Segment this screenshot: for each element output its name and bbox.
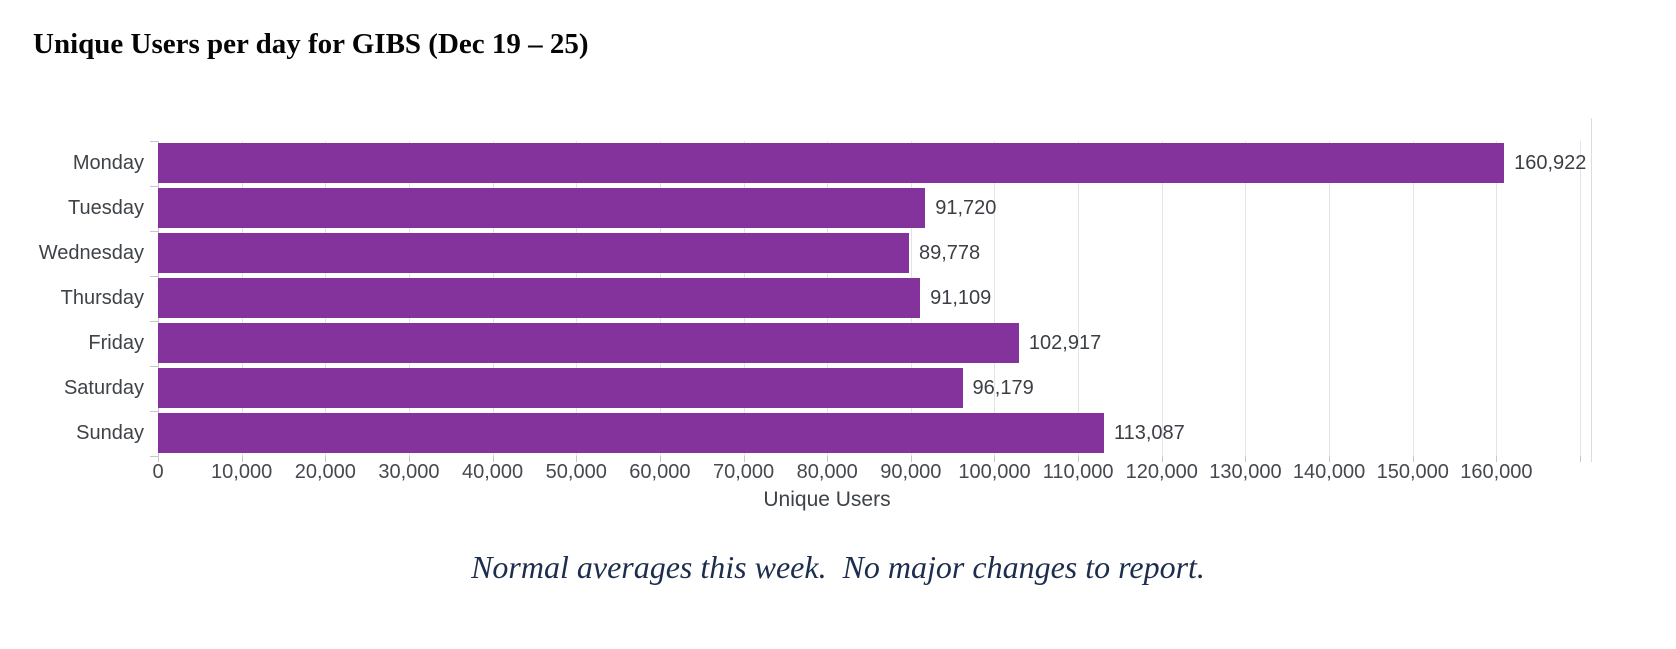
x-axis-tick <box>576 456 578 462</box>
x-axis-tick <box>1329 456 1331 462</box>
x-axis-tick <box>994 456 996 462</box>
x-axis-tick-label: 80,000 <box>796 461 858 483</box>
x-axis-tick-label: 140,000 <box>1292 461 1366 483</box>
y-axis-tick <box>150 141 158 142</box>
bar-friday <box>158 323 1019 363</box>
bar-wednesday <box>158 233 909 273</box>
bar-row-saturday: 96,179 <box>158 366 1592 411</box>
y-axis-tick <box>150 321 158 322</box>
bar-row-tuesday: 91,720 <box>158 186 1592 231</box>
y-axis-tick <box>150 456 158 457</box>
x-axis-tick <box>325 456 327 462</box>
y-axis-label-thursday: Thursday <box>60 287 144 309</box>
y-axis-label-wednesday: Wednesday <box>38 242 144 264</box>
bar-row-monday: 160,922 <box>158 141 1592 186</box>
y-axis-label-friday: Friday <box>88 332 144 354</box>
y-axis-label-tuesday: Tuesday <box>68 197 144 219</box>
x-axis-tick-label: 50,000 <box>545 461 607 483</box>
x-axis-tick-label: 60,000 <box>629 461 691 483</box>
bar-value-label: 96,179 <box>972 377 1034 399</box>
x-axis-tick <box>1496 456 1498 462</box>
y-axis-label-monday: Monday <box>72 152 144 174</box>
bar-value-label: 91,720 <box>935 197 997 219</box>
gridline <box>1245 141 1247 456</box>
x-axis-tick-label: 100,000 <box>958 461 1031 483</box>
x-axis-tick-label: 0 <box>152 461 164 483</box>
y-axis-labels: Monday Tuesday Wednesday Thursday Friday Satu… <box>0 141 144 456</box>
y-axis-tick <box>150 231 158 232</box>
y-axis-label-saturday: Saturday <box>63 377 144 399</box>
x-axis-tick-label: 70,000 <box>712 461 775 483</box>
y-axis-tick <box>150 411 158 412</box>
x-axis-tick <box>743 456 745 462</box>
x-axis-tick <box>1580 456 1582 462</box>
x-axis-tick <box>1161 456 1163 462</box>
x-axis-tick <box>492 456 494 462</box>
bar-value-label: 113,087 <box>1113 422 1185 444</box>
x-axis-tick <box>910 456 912 462</box>
bar-row-wednesday: 89,778 <box>158 231 1592 276</box>
gridline <box>1412 141 1414 456</box>
bar-tuesday <box>158 188 926 228</box>
x-axis-tick-label: 160,000 <box>1460 461 1533 483</box>
plot-right-border <box>1591 118 1592 462</box>
gridline <box>1078 141 1080 456</box>
bar-value-label: 160,922 <box>1514 152 1587 174</box>
bar-monday <box>158 143 1505 183</box>
plot-area: 160,922 91,720 89,778 91,109 102,917 96,179 11… <box>150 118 1592 462</box>
y-axis-label-sunday: Sunday <box>76 422 144 444</box>
x-axis-tick <box>1412 456 1414 462</box>
x-axis-tick-label: 30,000 <box>378 461 440 483</box>
x-axis-tick-label: 150,000 <box>1376 461 1449 483</box>
x-axis-tick-label: 20,000 <box>294 461 356 483</box>
x-axis-tick <box>158 456 159 462</box>
y-axis-tick <box>150 276 158 277</box>
gridline <box>1496 141 1498 456</box>
x-axis-tick <box>241 456 243 462</box>
x-axis-title: Unique Users <box>763 488 891 511</box>
bar-thursday <box>158 278 921 318</box>
x-axis-tick-label: 90,000 <box>880 461 942 483</box>
gridline <box>994 141 996 456</box>
x-axis-tick <box>659 456 661 462</box>
bar-saturday <box>158 368 963 408</box>
x-axis-tick <box>1245 456 1247 462</box>
y-axis-tick <box>150 186 158 187</box>
bar-value-label: 89,778 <box>918 242 981 264</box>
chart-title: Unique Users per day for GIBS (Dec 19 – … <box>33 28 589 60</box>
x-axis-tick-label: 130,000 <box>1209 461 1282 483</box>
x-axis-tick <box>827 456 829 462</box>
bar-row-friday: 102,917 <box>158 321 1592 366</box>
y-axis-tick <box>150 366 158 367</box>
gridline <box>1329 141 1331 456</box>
x-axis-tick <box>408 456 410 462</box>
x-axis-tick-labels: 0 10,000 20,000 30,000 40,000 50,000 60,000 70,… <box>152 461 1592 485</box>
gridline <box>1580 141 1582 456</box>
x-axis-tick-label: 10,000 <box>211 461 273 483</box>
x-axis-tick <box>1078 456 1080 462</box>
bar-value-label: 102,917 <box>1028 332 1102 354</box>
x-axis-tick-label: 110,000 <box>1042 461 1114 483</box>
bar-value-label: 91,109 <box>930 287 992 309</box>
bar-row-sunday: 113,087 <box>158 411 1592 456</box>
x-axis-tick-label: 40,000 <box>462 461 524 483</box>
summary-note: Normal averages this week. No major chan… <box>471 549 1205 585</box>
bar-row-thursday: 91,109 <box>158 276 1592 321</box>
bar-sunday <box>158 413 1104 453</box>
gridline <box>1161 141 1163 456</box>
x-axis-tick-label: 120,000 <box>1125 461 1198 483</box>
